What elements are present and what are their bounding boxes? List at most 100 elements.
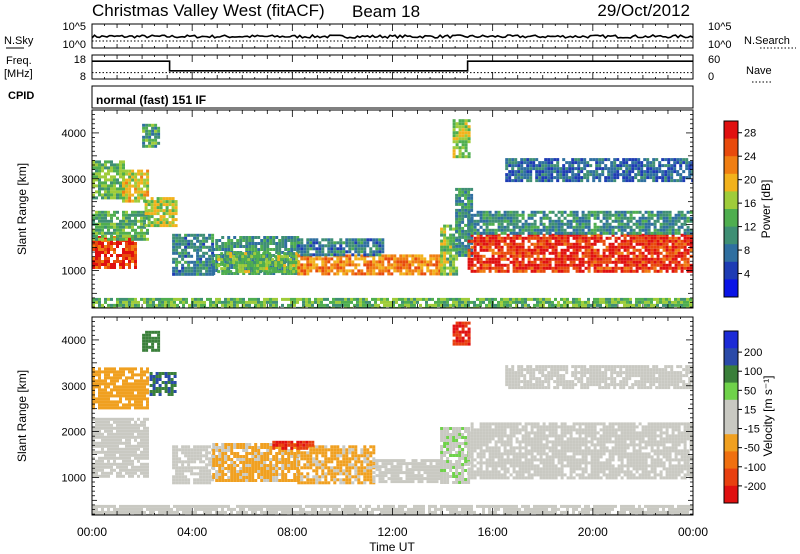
heatmap-cell-9 [399, 272, 403, 276]
heatmap-cell-5 [156, 212, 160, 216]
heatmap-cell-16 [580, 167, 584, 171]
heatmap-cell-5 [159, 203, 163, 207]
heatmap-cell-1 [116, 228, 119, 232]
heatmap-cell-17 [665, 306, 668, 308]
colorbar-swatch [724, 209, 738, 228]
heatmap-cell-14 [539, 239, 543, 243]
heatmap-cell-17 [578, 297, 581, 301]
heatmap-cell-14 [470, 239, 474, 243]
heatmap-cell-14 [548, 233, 552, 237]
heatmap-cell-7 [287, 260, 291, 263]
heatmap-cell-2 [98, 166, 101, 170]
heatmap-cell-9 [321, 257, 325, 261]
heatmap-cell-1 [95, 373, 98, 377]
heatmap-cell-15 [518, 213, 522, 217]
heatmap-cell-0 [146, 468, 149, 472]
heatmap-cell-9 [315, 266, 319, 270]
heatmap-cell-12 [461, 202, 465, 206]
heatmap-cell-17 [308, 303, 311, 307]
heatmap-cell-16 [544, 167, 548, 171]
heatmap-cell-17 [362, 303, 365, 307]
heatmap-cell-15 [521, 213, 525, 217]
heatmap-cell-8 [250, 261, 254, 265]
heatmap-cell-17 [149, 300, 152, 304]
heatmap-cell-14 [605, 254, 609, 258]
heatmap-cell-17 [503, 300, 506, 304]
heatmap-cell-17 [521, 306, 524, 308]
heatmap-cell-7 [284, 239, 288, 242]
heatmap-cell-16 [586, 176, 590, 180]
heatmap-cell-5 [153, 206, 157, 210]
heatmap-cell-16 [547, 173, 551, 177]
heatmap-cell-17 [275, 300, 278, 304]
heatmap-cell-14 [497, 257, 501, 261]
heatmap-cell-14 [680, 245, 684, 249]
heatmap-cell-17 [572, 303, 575, 307]
heatmap-cell-17 [209, 300, 212, 304]
heatmap-cell-0 [104, 444, 107, 448]
heatmap-cell-17 [395, 297, 398, 301]
heatmap-cell-17 [518, 300, 521, 304]
heatmap-cell-14 [506, 248, 510, 252]
heatmap-cell-15 [536, 210, 540, 214]
heatmap-cell-12 [461, 214, 465, 218]
heatmap-cell-6 [172, 257, 176, 261]
heatmap-cell-3 [128, 181, 132, 185]
heatmap-cell-1 [104, 373, 107, 377]
heatmap-cell-2 [142, 339, 146, 343]
heatmap-cell-15 [638, 216, 642, 220]
heatmap-cell-14 [560, 254, 564, 258]
heatmap-cell-17 [671, 306, 674, 308]
heatmap-cell-17 [344, 297, 347, 301]
heatmap-cell-7 [287, 236, 291, 239]
heatmap-cell-17 [137, 306, 140, 308]
heatmap-cell-15 [665, 210, 669, 214]
heatmap-cell-17 [299, 306, 302, 308]
heatmap-cell-8 [244, 258, 248, 262]
heatmap-cell-0 [104, 474, 107, 478]
heatmap-cell-15 [509, 219, 513, 223]
heatmap-cell-14 [638, 248, 642, 252]
heatmap-cell-16 [670, 173, 674, 177]
noise-panel: N.Sky 10^5 10^0 10^5 10^0 N.Search [4, 21, 796, 51]
heatmap-cell-1 [140, 394, 143, 398]
heatmap-cell-17 [116, 303, 119, 307]
heatmap-cell-9 [375, 272, 379, 276]
heatmap-cell-16 [658, 161, 662, 165]
heatmap-cell-14 [650, 263, 654, 267]
heatmap-cell-17 [512, 306, 515, 308]
heatmap-cell-16 [574, 179, 578, 183]
heatmap-cell-3 [137, 190, 141, 194]
heatmap-cell-17 [617, 297, 620, 301]
heatmap-cell-7 [275, 248, 279, 251]
heatmap-cell-17 [164, 300, 167, 304]
heatmap-cell-8 [286, 258, 290, 262]
heatmap-cell-9 [342, 269, 346, 273]
heatmap-cell-16 [616, 173, 620, 177]
heatmap-cell-14 [536, 233, 540, 237]
heatmap-cell-17 [521, 300, 524, 304]
heatmap-cell-15 [527, 231, 531, 235]
heatmap-cell-16 [673, 170, 677, 174]
heatmap-cell-10 [333, 247, 337, 251]
heatmap-cell-14 [509, 236, 513, 240]
heatmap-cell-8 [235, 258, 239, 262]
heatmap-cell-7 [227, 239, 231, 242]
heatmap-cell-14 [668, 260, 672, 264]
heatmap-cell-1 [143, 234, 146, 238]
heatmap-cell-10 [309, 244, 313, 248]
heatmap-cell-5 [159, 209, 163, 213]
heatmap-cell-9 [357, 263, 361, 267]
heatmap-cell-0 [110, 254, 113, 257]
heatmap-cell-16 [538, 164, 542, 168]
heatmap-cell-7 [284, 272, 288, 275]
heatmap-cell-14 [602, 257, 606, 261]
heatmap-cell-12 [464, 211, 468, 215]
heatmap-cell-1 [104, 403, 107, 407]
heatmap-cell-14 [542, 248, 546, 252]
heatmap-cell-7 [254, 257, 258, 260]
heatmap-cell-17 [152, 303, 155, 307]
heatmap-cell-14 [575, 263, 579, 267]
heatmap-cell-14 [611, 260, 615, 264]
heatmap-cell-15 [500, 222, 504, 226]
